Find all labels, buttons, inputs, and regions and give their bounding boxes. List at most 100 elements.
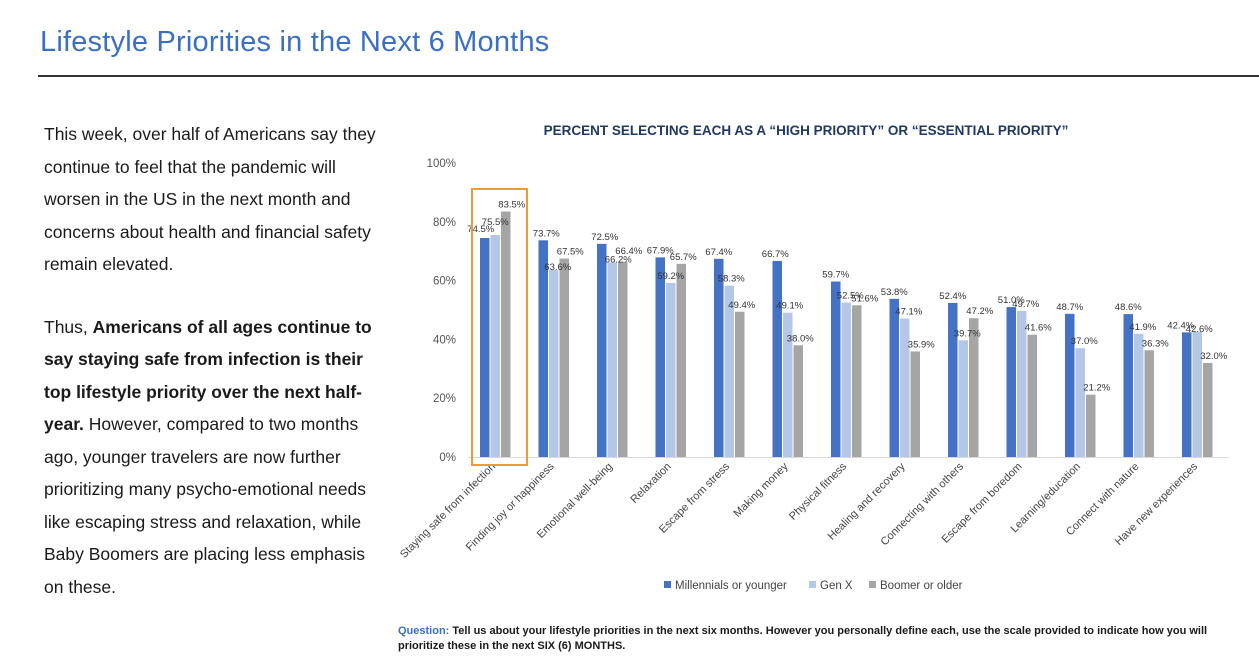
data-label: 66.7% [762, 249, 789, 260]
bar [783, 312, 793, 457]
bar [831, 281, 841, 457]
bar [910, 351, 920, 457]
bar [948, 302, 958, 457]
chart-legend: Millennials or younger Gen X Boomer or old… [664, 580, 963, 592]
data-label: 42.6% [1186, 324, 1213, 335]
data-label: 52.5% [837, 291, 864, 302]
bar [618, 261, 628, 457]
question-label: Question: [398, 625, 450, 637]
data-label: 66.4% [615, 246, 642, 257]
bar [559, 258, 569, 457]
data-label: 41.6% [1025, 323, 1052, 334]
legend-label: Boomer or older [880, 580, 963, 592]
x-tick-label: Physical fitness [787, 460, 849, 522]
data-label: 72.5% [591, 232, 618, 243]
data-label: 35.9% [908, 339, 935, 350]
x-tick-label: Making money [732, 460, 791, 519]
question-footnote: Question: Tell us about your lifestyle p… [398, 624, 1248, 654]
data-label: 47.2% [966, 306, 993, 317]
data-label: 36.3% [1142, 338, 1169, 349]
body-paragraph-2-prefix: Thus, [44, 316, 93, 337]
bar [724, 285, 734, 457]
bar-series [480, 211, 1213, 457]
bar [900, 318, 910, 457]
data-label: 32.0% [1200, 351, 1227, 362]
bar [772, 260, 782, 457]
data-label: 52.4% [939, 291, 966, 302]
data-label: 59.7% [822, 269, 849, 280]
data-label: 63.6% [544, 262, 571, 273]
data-label: 48.6% [1115, 302, 1142, 313]
bar [889, 298, 899, 457]
highlight-box-rect [471, 188, 528, 466]
bar [666, 282, 676, 457]
data-label: 41.9% [1129, 322, 1156, 333]
data-label: 53.8% [881, 287, 908, 298]
bar [538, 240, 548, 457]
bar [1017, 310, 1027, 457]
data-label: 73.7% [533, 228, 560, 239]
body-paragraph-2: Thus, Americans of all ages continue to … [44, 311, 379, 604]
data-label: 49.4% [728, 300, 755, 311]
bar [852, 305, 862, 457]
data-label: 48.7% [1056, 302, 1083, 313]
bar [958, 340, 968, 457]
data-labels: 74.5%75.5% 83.5% 73.7% 63.6% 67.5% 72.5% 66.2%… [467, 200, 1227, 394]
data-label: 67.4% [705, 247, 732, 258]
bar [676, 263, 686, 457]
bar [1065, 313, 1075, 457]
highlight-box [471, 188, 528, 466]
bar [1203, 362, 1213, 457]
bar [655, 257, 665, 457]
body-paragraph-2-emphasis: Americans of all ages continue to say st… [44, 316, 372, 435]
x-tick-label: Staying safe from infection [398, 461, 498, 561]
data-label: 39.7% [954, 328, 981, 339]
bar [1144, 350, 1154, 457]
y-axis: 0% 20% 40% 60% 80% 100% [427, 158, 456, 464]
page-title: Lifestyle Priorities in the Next 6 Month… [40, 26, 550, 58]
bar [597, 243, 607, 457]
data-label: 83.5% [498, 200, 525, 211]
data-label: 37.0% [1071, 336, 1098, 347]
y-tick-label: 60% [433, 276, 456, 288]
legend-swatch [809, 581, 816, 588]
data-label: 66.2% [605, 254, 632, 265]
bar [714, 258, 724, 457]
data-label: 74.5% [467, 224, 494, 235]
legend-label: Millennials or younger [675, 580, 787, 592]
question-text: Tell us about your lifestyle priorities … [398, 625, 1208, 652]
chart-title: PERCENT SELECTING EACH AS A “HIGH PRIORI… [544, 123, 1069, 138]
body-paragraph-2-rest: However, compared to two months ago, you… [44, 414, 366, 597]
bar [735, 311, 745, 457]
bar [1123, 314, 1133, 457]
data-label: 51.0% [998, 295, 1025, 306]
y-tick-label: 40% [433, 334, 456, 346]
data-label: 42.4% [1167, 320, 1194, 331]
y-tick-label: 100% [427, 158, 456, 170]
bar [1192, 331, 1202, 457]
legend-swatch [869, 581, 876, 588]
bar [549, 270, 559, 457]
bar [480, 237, 490, 457]
title-divider [38, 75, 1259, 77]
bar [969, 318, 979, 457]
bar [607, 262, 617, 457]
data-label: 21.2% [1083, 383, 1110, 394]
data-label: 75.5% [482, 217, 509, 228]
data-label: 67.5% [557, 247, 584, 258]
bar [490, 235, 500, 457]
data-label: 49.1% [776, 301, 803, 312]
bar [841, 302, 851, 457]
bar [1182, 332, 1192, 457]
legend-label: Gen X [820, 580, 853, 592]
y-tick-label: 0% [439, 452, 456, 464]
bar [501, 211, 511, 457]
data-label: 59.2% [657, 271, 684, 282]
bar [1006, 307, 1016, 457]
legend-swatch [664, 581, 671, 588]
body-text: This week, over half of Americans say th… [44, 118, 379, 633]
data-label: 58.3% [718, 274, 745, 285]
bar [1086, 394, 1096, 457]
bar [1027, 334, 1037, 457]
